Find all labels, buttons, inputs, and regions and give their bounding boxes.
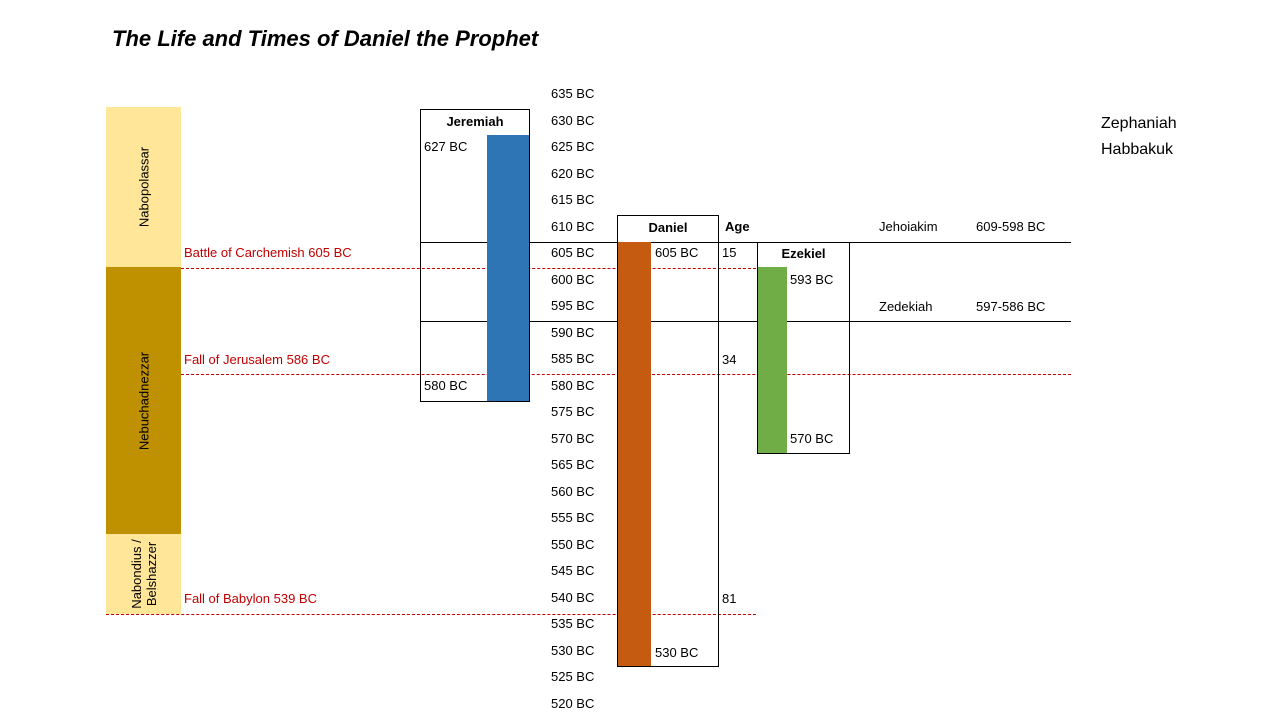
year-tick-label: 590 BC [551, 324, 595, 340]
daniel-bar [618, 242, 651, 666]
year-tick-label: 610 BC [551, 218, 595, 234]
nabonidus-label-line1: Nabondius / [128, 539, 144, 609]
jeremiah-box: Jeremiah [420, 109, 530, 402]
ezekiel-box: Ezekiel [757, 242, 850, 454]
year-tick-label: 530 BC [551, 642, 595, 658]
year-tick-label: 625 BC [551, 139, 595, 154]
year-tick-label: 600 BC [551, 271, 595, 287]
year-tick-label: 585 BC [551, 351, 595, 366]
year-tick-label: 580 BC [551, 377, 595, 393]
other-prophets: Zephaniah Habbakuk [1101, 111, 1177, 163]
jeremiah-end: 580 BC [424, 378, 468, 393]
reign-line-590 [420, 321, 1071, 322]
nabonidus-band: Nabondius / Belshazzer [106, 534, 181, 614]
event-carchemish-line [181, 268, 756, 269]
judah-king-jehoiakim: Jehoiakim [879, 219, 938, 234]
jeremiah-bar [487, 135, 529, 401]
jeremiah-start: 627 BC [424, 139, 468, 154]
year-tick-label: 575 BC [551, 404, 595, 419]
reign-line-605 [420, 242, 1071, 243]
age-value-539: 81 [722, 591, 737, 606]
daniel-start: 605 BC [655, 245, 699, 260]
event-babylon: Fall of Babylon 539 BC [184, 591, 317, 606]
nabopolassar-label: Nabopolassar [136, 146, 151, 228]
judah-king-jehoiakim-reign: 609-598 BC [976, 219, 1046, 234]
year-tick-label: 595 BC [551, 298, 595, 313]
daniel-title: Daniel [648, 220, 688, 235]
prophet-habbakuk: Habbakuk [1101, 141, 1174, 158]
jeremiah-title: Jeremiah [446, 114, 504, 129]
year-tick-label: 630 BC [551, 112, 595, 128]
page-title: The Life and Times of Daniel the Prophet [112, 26, 539, 51]
ezekiel-bar [758, 267, 787, 453]
nebuchadnezzar-label: Nebuchadnezzar [136, 351, 151, 450]
year-tick-label: 570 BC [551, 430, 595, 446]
year-tick-label: 615 BC [551, 192, 595, 207]
age-header: Age [725, 219, 750, 234]
year-tick-label: 620 BC [551, 165, 595, 181]
year-tick-label: 525 BC [551, 669, 595, 684]
judah-king-zedekiah: Zedekiah [879, 299, 933, 314]
year-tick-label: 540 BC [551, 589, 595, 605]
year-tick-label: 545 BC [551, 563, 595, 578]
age-value-605: 15 [722, 245, 737, 260]
nabonidus-label-line2: Belshazzer [143, 541, 159, 607]
ezekiel-end: 570 BC [790, 431, 834, 446]
event-carchemish: Battle of Carchemish 605 BC [184, 245, 352, 260]
judah-king-zedekiah-reign: 597-586 BC [976, 299, 1046, 314]
year-tick-label: 535 BC [551, 616, 595, 631]
nabopolassar-band: Nabopolassar [106, 107, 181, 267]
year-tick-label: 605 BC [551, 245, 595, 260]
event-jerusalem: Fall of Jerusalem 586 BC [184, 352, 330, 367]
year-tick-label: 565 BC [551, 457, 595, 472]
year-tick-label: 560 BC [551, 483, 595, 499]
year-tick-label: 520 BC [551, 695, 595, 711]
daniel-end: 530 BC [655, 645, 699, 660]
ezekiel-title: Ezekiel [781, 246, 826, 261]
year-tick-label: 635 BC [551, 86, 595, 101]
ezekiel-start: 593 BC [790, 272, 834, 287]
year-tick-label: 555 BC [551, 510, 595, 525]
nebuchadnezzar-band: Nebuchadnezzar [106, 267, 181, 534]
daniel-box: Daniel [617, 215, 719, 667]
event-babylon-line [106, 614, 756, 615]
prophet-zephaniah: Zephaniah [1101, 115, 1177, 132]
year-tick-label: 550 BC [551, 536, 595, 552]
age-value-586: 34 [722, 352, 737, 367]
nabonidus-label: Nabondius / Belshazzer [129, 539, 159, 608]
